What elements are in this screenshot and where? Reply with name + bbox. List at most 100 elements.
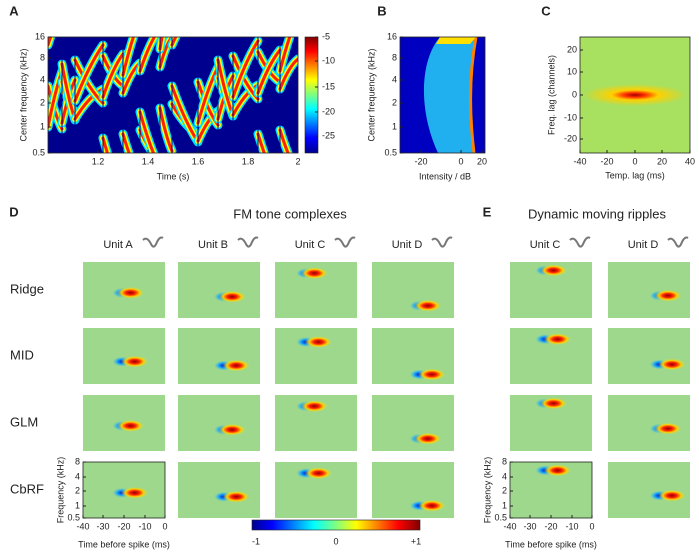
text: A bbox=[9, 3, 19, 18]
text: -15 bbox=[322, 81, 335, 91]
excitatory-region bbox=[653, 422, 682, 435]
text: 2 bbox=[502, 485, 507, 495]
spike-waveform bbox=[431, 236, 453, 248]
text: MID bbox=[10, 347, 34, 362]
text: 4 bbox=[392, 74, 397, 84]
text: Freq. lag (channels) bbox=[546, 55, 556, 135]
receptive-field bbox=[178, 328, 260, 384]
text: Time before spike (ms) bbox=[78, 539, 170, 549]
text: Center frequency (kHz) bbox=[366, 48, 376, 141]
axes-frame bbox=[399, 36, 486, 154]
receptive-field bbox=[608, 462, 690, 518]
excitatory-region bbox=[304, 336, 333, 348]
text: 0 bbox=[458, 156, 463, 166]
excitatory-region bbox=[218, 423, 247, 436]
text: 8 bbox=[75, 456, 80, 466]
text: 10 bbox=[567, 66, 577, 76]
text: -1 bbox=[252, 536, 260, 546]
text: -20 bbox=[117, 521, 130, 531]
text: GLM bbox=[10, 414, 38, 429]
text: -5 bbox=[322, 31, 330, 41]
text: 1.4 bbox=[142, 156, 155, 166]
fm-sweep bbox=[170, 37, 178, 47]
excitatory-region bbox=[413, 432, 442, 445]
text: -10 bbox=[322, 55, 335, 65]
text: -10 bbox=[138, 521, 151, 531]
receptive-field bbox=[178, 395, 260, 451]
spike-waveform bbox=[142, 236, 164, 248]
text: 1 bbox=[502, 500, 507, 510]
excitatory-region bbox=[120, 355, 149, 368]
text: 1.8 bbox=[242, 156, 255, 166]
text: 4 bbox=[40, 74, 45, 84]
receptive-field bbox=[178, 262, 260, 318]
spike-waveform bbox=[237, 236, 259, 248]
text: 8 bbox=[392, 52, 397, 62]
text: 0 bbox=[589, 521, 594, 531]
text: 1.2 bbox=[92, 156, 105, 166]
text: 20 bbox=[567, 44, 577, 54]
excitatory-region bbox=[657, 358, 686, 371]
content: A 16 8 4 2 1 0.5 1.2 1.4 1.6 1.8 2 Center frequency … bbox=[9, 3, 695, 549]
text: 0 bbox=[572, 89, 577, 99]
receptive-field bbox=[608, 395, 690, 451]
fm-sweep bbox=[73, 43, 105, 103]
receptive-field bbox=[608, 262, 690, 318]
excitatory-region bbox=[222, 359, 251, 372]
spectrogram-curves bbox=[48, 37, 298, 153]
text: 20 bbox=[477, 156, 487, 166]
fm-sweep bbox=[101, 136, 109, 153]
response-top bbox=[436, 37, 476, 44]
spike-waveform bbox=[569, 236, 591, 248]
text: Unit D bbox=[628, 239, 659, 251]
excitatory-region bbox=[539, 397, 568, 410]
receptive-field bbox=[372, 262, 454, 318]
excitatory-region bbox=[300, 400, 329, 413]
fm-sweep bbox=[48, 37, 53, 47]
fm-sweep bbox=[256, 48, 282, 95]
text: CbRF bbox=[10, 481, 44, 496]
fm-sweep bbox=[121, 37, 135, 77]
excitatory-region bbox=[413, 299, 442, 312]
text: 20 bbox=[657, 156, 667, 166]
text: 8 bbox=[502, 456, 507, 466]
text: -40 bbox=[573, 156, 586, 166]
response-edge bbox=[469, 36, 478, 154]
fm-sweep bbox=[278, 37, 292, 73]
text: -10 bbox=[565, 521, 578, 531]
response-area bbox=[423, 37, 476, 153]
text: -30 bbox=[523, 521, 536, 531]
text: 16 bbox=[35, 31, 45, 41]
axes-frame bbox=[47, 36, 299, 154]
colorbar bbox=[251, 519, 421, 531]
excitatory-region bbox=[120, 486, 149, 499]
text: Unit D bbox=[392, 239, 423, 251]
text: 4 bbox=[75, 471, 80, 481]
text: -20 bbox=[414, 156, 427, 166]
text: 0 bbox=[333, 536, 338, 546]
text: Center frequency (kHz) bbox=[18, 48, 28, 141]
text: 4 bbox=[502, 471, 507, 481]
text: 2 bbox=[40, 97, 45, 107]
fm-sweep bbox=[278, 57, 298, 91]
excitatory-region bbox=[116, 286, 145, 299]
text: D bbox=[9, 204, 18, 219]
receptive-field bbox=[83, 328, 165, 384]
correlation-peak bbox=[583, 84, 687, 106]
text: -40 bbox=[503, 521, 516, 531]
text: Frequency (kHz) bbox=[482, 457, 492, 524]
text: +1 bbox=[411, 536, 421, 546]
fm-sweep bbox=[158, 106, 174, 153]
text: 0.5 bbox=[494, 512, 507, 522]
fm-sweep bbox=[158, 37, 164, 51]
text: 16 bbox=[387, 31, 397, 41]
text: FM tone complexes bbox=[233, 206, 347, 221]
spike-waveform bbox=[667, 236, 689, 248]
fm-sweep bbox=[231, 39, 260, 99]
excitatory-region bbox=[417, 499, 446, 512]
fm-sweep bbox=[256, 132, 266, 153]
text: -20 bbox=[600, 156, 613, 166]
text: Dynamic moving ripples bbox=[528, 206, 666, 221]
text: Unit A bbox=[103, 239, 133, 251]
